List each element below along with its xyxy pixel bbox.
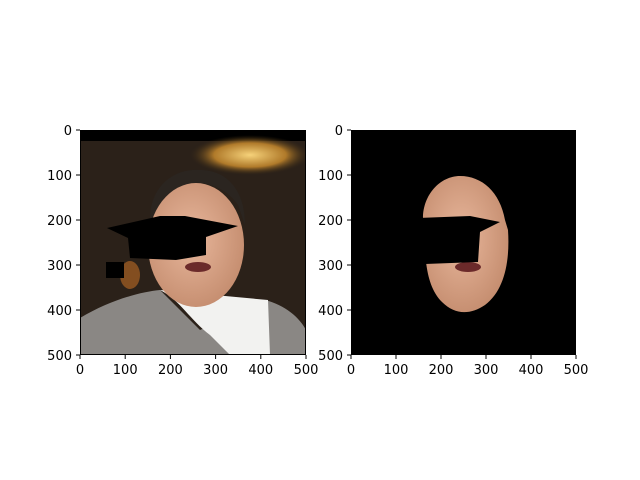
segmented-mouth [455,262,481,272]
right-y-tick-label: 400 [318,304,343,319]
right-x-tick-label: 400 [519,363,544,378]
left-y-tick-label: 500 [47,349,72,364]
right-y-tick-label: 500 [318,349,343,364]
top-black-strip [80,130,306,141]
hair [150,169,245,225]
right-x-tick-label: 500 [564,363,589,378]
left-x-tick-label: 200 [158,363,183,378]
left-axes-frame [80,130,306,355]
left-y-tick-label: 0 [64,124,72,139]
right-y-tick-label: 0 [335,124,343,139]
mouth [185,262,211,272]
ticks-layer: 0 100 200 300 400 500 0 100 200 300 400 500 0 100 200 3… [47,124,588,378]
right-x-tick-label: 0 [347,363,355,378]
left-image-panel [80,130,306,355]
left-x-tick-label: 300 [203,363,228,378]
shirt-collar [160,290,270,355]
right-y-tick-label: 300 [318,259,343,274]
background-light [120,261,140,289]
right-y-tick-label: 200 [318,214,343,229]
right-x-tick-label: 100 [384,363,409,378]
segmented-eye-mask [418,216,500,264]
left-y-tick-label: 200 [47,214,72,229]
left-y-tick-label: 100 [47,169,72,184]
left-x-tick-label: 0 [76,363,84,378]
right-y-tick-label: 100 [318,169,343,184]
chandelier-light [190,135,306,175]
eye-mask [107,216,238,260]
left-x-tick-label: 100 [113,363,138,378]
right-x-tick-label: 300 [474,363,499,378]
right-x-tick-label: 200 [429,363,454,378]
left-x-tick-label: 400 [248,363,273,378]
right-image-panel [351,130,576,355]
corner-mask [106,262,124,278]
right-axes-frame [351,130,576,355]
left-x-tick-label: 500 [294,363,319,378]
left-y-tick-label: 400 [47,304,72,319]
left-y-tick-label: 300 [47,259,72,274]
